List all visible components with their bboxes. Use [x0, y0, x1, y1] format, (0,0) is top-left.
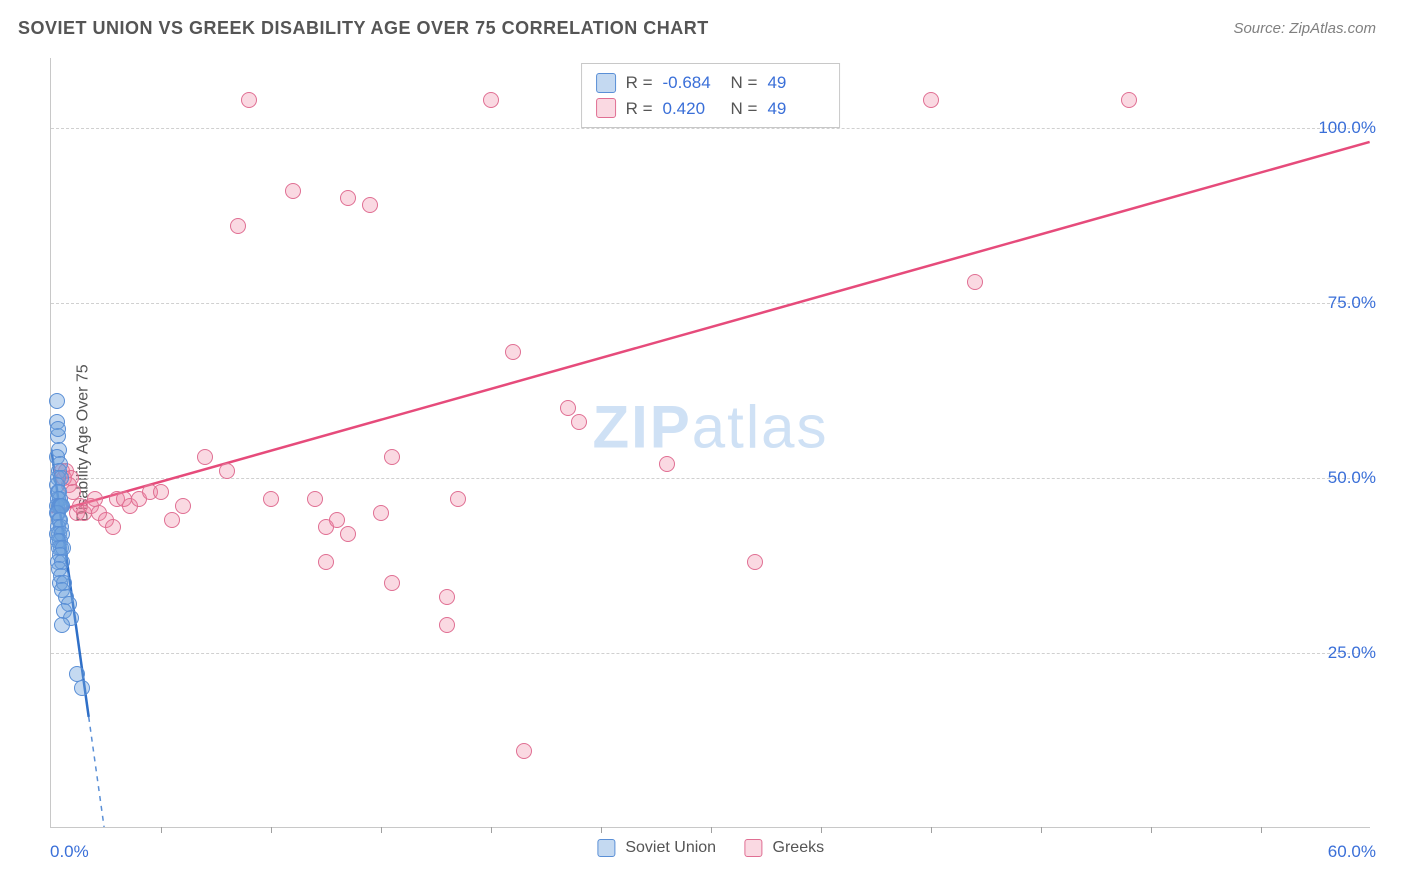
stats-box: R = -0.684 N = 49 R = 0.420 N = 49: [581, 63, 841, 128]
point-soviet: [50, 421, 66, 437]
point-greek: [241, 92, 257, 108]
n-label-soviet: N =: [731, 70, 758, 96]
point-greek: [164, 512, 180, 528]
n-label-greek: N =: [731, 96, 758, 122]
chart-title: SOVIET UNION VS GREEK DISABILITY AGE OVE…: [18, 18, 709, 39]
point-greek: [505, 344, 521, 360]
point-greek: [230, 218, 246, 234]
tick-x: [1261, 827, 1262, 833]
point-greek: [175, 498, 191, 514]
r-label-soviet: R =: [626, 70, 653, 96]
point-greek: [659, 456, 675, 472]
stats-row-soviet: R = -0.684 N = 49: [596, 70, 826, 96]
point-greek: [219, 463, 235, 479]
x-origin-label: 0.0%: [50, 842, 89, 862]
gridline-h: [51, 478, 1370, 479]
point-greek: [340, 190, 356, 206]
n-value-soviet: 49: [767, 70, 825, 96]
gridline-h: [51, 653, 1370, 654]
point-greek: [483, 92, 499, 108]
y-tick-label: 100.0%: [1318, 118, 1376, 138]
tick-x: [381, 827, 382, 833]
point-greek: [516, 743, 532, 759]
source-label: Source: ZipAtlas.com: [1233, 20, 1376, 37]
watermark-zip: ZIP: [592, 394, 691, 461]
legend-label-greek: Greeks: [773, 839, 825, 856]
tick-x: [491, 827, 492, 833]
swatch-greek: [596, 98, 616, 118]
legend-swatch-soviet: [597, 839, 615, 857]
x-max-label: 60.0%: [1328, 842, 1376, 862]
point-greek: [263, 491, 279, 507]
point-greek: [923, 92, 939, 108]
chart-container: SOVIET UNION VS GREEK DISABILITY AGE OVE…: [0, 0, 1406, 892]
tick-x: [711, 827, 712, 833]
legend-swatch-greek: [744, 839, 762, 857]
gridline-h: [51, 303, 1370, 304]
r-label-greek: R =: [626, 96, 653, 122]
point-greek: [747, 554, 763, 570]
point-greek: [362, 197, 378, 213]
point-greek: [439, 589, 455, 605]
stats-row-greek: R = 0.420 N = 49: [596, 96, 826, 122]
legend-label-soviet: Soviet Union: [625, 839, 716, 856]
r-value-soviet: -0.684: [663, 70, 721, 96]
point-greek: [967, 274, 983, 290]
tick-x: [1041, 827, 1042, 833]
point-greek: [197, 449, 213, 465]
legend-item-greek: Greeks: [744, 839, 824, 857]
point-greek: [384, 449, 400, 465]
point-greek: [329, 512, 345, 528]
point-greek: [384, 575, 400, 591]
tick-x: [601, 827, 602, 833]
n-value-greek: 49: [767, 96, 825, 122]
point-greek: [105, 519, 121, 535]
tick-x: [1151, 827, 1152, 833]
swatch-soviet: [596, 73, 616, 93]
watermark-atlas: atlas: [692, 394, 829, 461]
point-soviet: [74, 680, 90, 696]
point-greek: [560, 400, 576, 416]
point-soviet: [49, 393, 65, 409]
watermark: ZIPatlas: [592, 393, 828, 462]
gridline-h: [51, 128, 1370, 129]
point-greek: [439, 617, 455, 633]
tick-x: [821, 827, 822, 833]
bottom-legend: Soviet Union Greeks: [597, 839, 824, 857]
regression-lines: [51, 58, 1370, 827]
point-greek: [318, 554, 334, 570]
tick-x: [161, 827, 162, 833]
r-value-greek: 0.420: [663, 96, 721, 122]
point-greek: [307, 491, 323, 507]
point-greek: [153, 484, 169, 500]
y-tick-label: 25.0%: [1328, 643, 1376, 663]
y-tick-label: 75.0%: [1328, 293, 1376, 313]
tick-x: [271, 827, 272, 833]
point-soviet: [54, 617, 70, 633]
tick-x: [931, 827, 932, 833]
point-greek: [340, 526, 356, 542]
point-greek: [571, 414, 587, 430]
y-tick-label: 50.0%: [1328, 468, 1376, 488]
point-greek: [450, 491, 466, 507]
legend-item-soviet: Soviet Union: [597, 839, 716, 857]
point-greek: [1121, 92, 1137, 108]
point-greek: [373, 505, 389, 521]
point-greek: [285, 183, 301, 199]
plot-area: Disability Age Over 75 ZIPatlas R = -0.6…: [50, 58, 1370, 828]
